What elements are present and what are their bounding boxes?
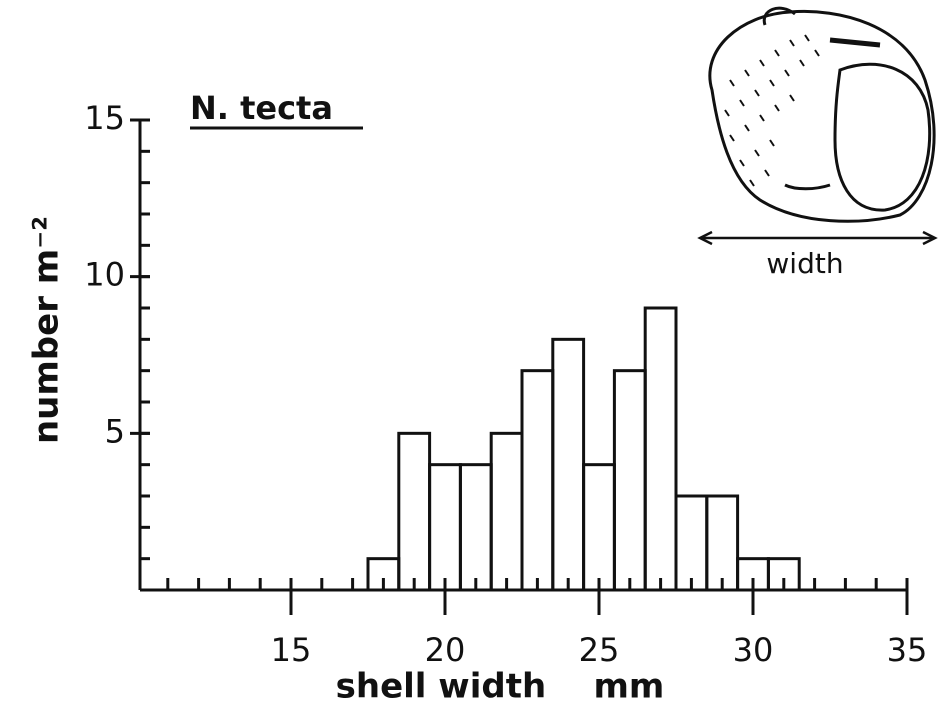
x-tick-label: 15: [271, 631, 312, 669]
chart-title: N. tecta: [190, 89, 333, 127]
y-axis-label: number m⁻²: [27, 216, 67, 444]
bar: [766, 557, 801, 592]
shell-aperture: [833, 62, 932, 212]
bar: [643, 306, 678, 592]
snail-illustration: [708, 6, 936, 223]
width-arrow: [697, 230, 938, 246]
shell-texture: [724, 34, 820, 187]
y-tick-label: 15: [84, 99, 125, 137]
arrow-heads: [697, 230, 938, 246]
shell-shading: [829, 37, 881, 48]
shell-outline: [708, 9, 936, 223]
shell-lip: [784, 183, 831, 191]
y-tick-label: 5: [105, 412, 125, 450]
x-tick-label: 30: [733, 631, 774, 669]
x-tick-label: 20: [425, 631, 466, 669]
bar: [705, 494, 740, 592]
x-tick-label: 25: [579, 631, 620, 669]
x-tick-label: 35: [887, 631, 928, 669]
shell-apex: [762, 6, 796, 26]
inset-label: width: [766, 247, 843, 280]
y-tick-label: 10: [84, 256, 125, 294]
x-axis-label: shell width mm: [336, 667, 665, 707]
